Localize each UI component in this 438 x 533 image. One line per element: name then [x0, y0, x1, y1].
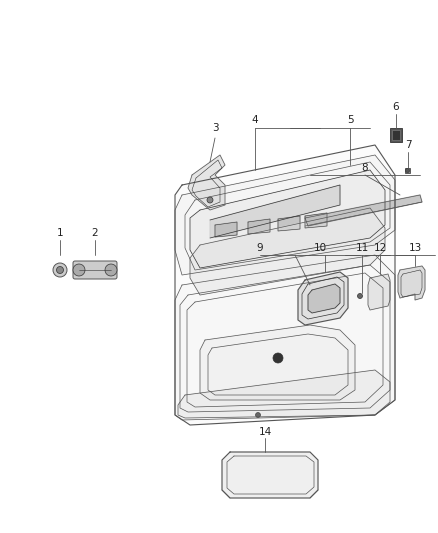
Polygon shape [398, 266, 425, 300]
Circle shape [53, 263, 67, 277]
Polygon shape [175, 255, 395, 420]
Polygon shape [178, 370, 390, 418]
Polygon shape [190, 170, 385, 268]
Circle shape [207, 197, 213, 203]
Bar [405, 168, 410, 173]
Text: 6: 6 [393, 102, 399, 112]
Text: 11: 11 [355, 243, 369, 253]
Polygon shape [175, 145, 395, 425]
Circle shape [255, 413, 261, 417]
Polygon shape [278, 216, 300, 231]
Text: 5: 5 [347, 115, 353, 125]
Polygon shape [175, 155, 395, 275]
Polygon shape [190, 208, 385, 295]
Bar [390, 128, 402, 142]
Bar [392, 130, 400, 140]
Text: 2: 2 [92, 228, 98, 238]
Polygon shape [210, 185, 340, 238]
Circle shape [273, 353, 283, 363]
Circle shape [73, 264, 85, 276]
Text: 13: 13 [408, 243, 422, 253]
Circle shape [357, 294, 363, 298]
Circle shape [406, 168, 410, 173]
Text: 4: 4 [252, 115, 258, 125]
Polygon shape [308, 284, 340, 313]
Circle shape [105, 264, 117, 276]
Polygon shape [188, 155, 225, 210]
Polygon shape [368, 274, 390, 310]
Polygon shape [305, 195, 422, 226]
Text: 1: 1 [57, 228, 64, 238]
Text: 8: 8 [362, 163, 368, 173]
Text: 9: 9 [257, 243, 263, 253]
Polygon shape [248, 219, 270, 234]
Text: 14: 14 [258, 427, 272, 437]
Circle shape [57, 266, 64, 273]
Polygon shape [200, 325, 355, 400]
Text: 7: 7 [405, 140, 411, 150]
Polygon shape [222, 452, 318, 498]
FancyBboxPatch shape [73, 261, 117, 279]
Polygon shape [298, 272, 348, 325]
Polygon shape [215, 222, 237, 237]
Text: 10: 10 [314, 243, 327, 253]
Text: 12: 12 [373, 243, 387, 253]
Polygon shape [305, 213, 327, 228]
Text: 3: 3 [212, 123, 218, 133]
